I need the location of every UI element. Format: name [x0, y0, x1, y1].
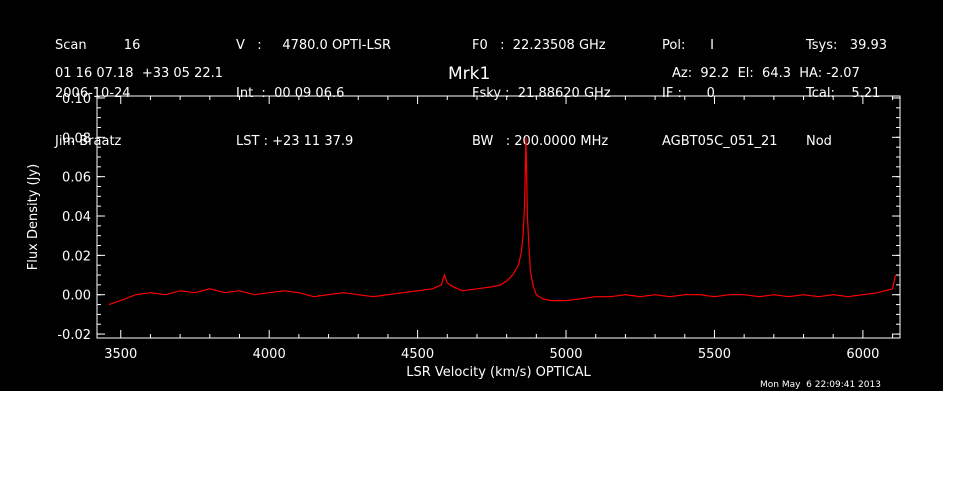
date-line: 2006-10-24: [55, 86, 131, 101]
lst-line: LST : +23 11 37.9: [236, 134, 354, 149]
y-tick-label: 0.00: [62, 289, 91, 304]
y-tick-label: 0.04: [62, 210, 91, 225]
velocity-line: V : 4780.0 OPTI-LSR: [236, 38, 392, 53]
bw-line: BW : 200.0000 MHz: [472, 134, 609, 149]
x-tick-label: 4500: [401, 347, 434, 362]
header-col2: V : 4780.0 OPTI-LSR Int : 00 09 06.6 LST…: [236, 6, 391, 182]
x-tick-label: 5000: [549, 347, 582, 362]
header-col5: Tsys: 39.93 Tcal: 5.21 Nod: [806, 6, 887, 182]
header-col4: Pol: I IF : 0 AGBT05C_051_21: [662, 6, 778, 182]
y-tick-label: 0.06: [62, 171, 91, 186]
tsys-line: Tsys: 39.93: [806, 38, 888, 53]
observer-line: Jim Braatz: [55, 134, 122, 149]
tcal-line: Tcal: 5.21: [806, 86, 881, 101]
coords-text: 01 16 07.18 +33 05 22.1: [55, 66, 224, 81]
y-axis-label: Flux Density (Jy): [26, 164, 41, 270]
plot-frame: [96, 95, 901, 339]
y-tick-label: -0.02: [57, 328, 91, 343]
y-tick-label: 0.02: [62, 249, 91, 264]
f0-line: F0 : 22.23508 GHz: [472, 38, 606, 53]
project-line: AGBT05C_051_21: [662, 134, 778, 149]
x-tick-label: 3500: [104, 347, 137, 362]
source-title: Mrk1: [448, 64, 491, 84]
scan-line: Scan 16: [55, 38, 141, 53]
spectrum-chart: 3500 4000 4500 5000 5500 6000 -0.02 0.00 0.02 0.0…: [26, 92, 901, 380]
int-line: Int : 00 09 06.6: [236, 86, 345, 101]
x-tick-label: 6000: [846, 347, 879, 362]
procedure-line: Nod: [806, 134, 832, 149]
timestamp: Mon May 6 22:09:41 2013: [760, 380, 881, 390]
if-line: IF : 0: [662, 86, 715, 101]
az-el-ha-text: Az: 92.2 El: 64.3 HA: -2.07: [672, 66, 860, 81]
y-tick-label: 0.08: [62, 131, 91, 146]
series-line-0: [108, 137, 897, 306]
plot-panel: Scan 16 2006-10-24 Jim Braatz V : 4780.0…: [0, 0, 943, 391]
y-tick-label: 0.10: [62, 92, 91, 107]
x-tick-label: 4000: [253, 347, 286, 362]
x-axis-label: LSR Velocity (km/s) OPTICAL: [406, 365, 591, 380]
header-col3: F0 : 22.23508 GHz Fsky : 21.88620 GHz BW…: [472, 6, 611, 182]
x-tick-label: 5500: [698, 347, 731, 362]
fsky-line: Fsky : 21.88620 GHz: [472, 86, 611, 101]
header-col1: Scan 16 2006-10-24 Jim Braatz: [55, 6, 140, 182]
pol-line: Pol: I: [662, 38, 714, 53]
